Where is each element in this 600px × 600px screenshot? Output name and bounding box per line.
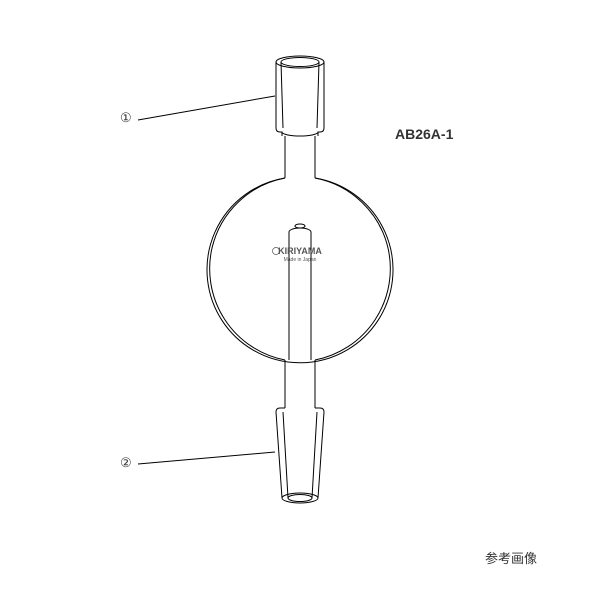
inner-tube-hole: [295, 224, 305, 228]
callout-2: ②: [120, 455, 132, 471]
callout-2-leader: [138, 452, 275, 464]
top-neck: [285, 136, 315, 178]
top-rim-inner: [281, 58, 319, 67]
bottom-rim-inner: [288, 495, 312, 502]
bottom-neck: [285, 360, 315, 408]
product-code: AB26A-1: [395, 126, 453, 142]
top-joint-inner: [281, 62, 319, 128]
glassware-diagram: KIRIYAMA Made in Japan: [0, 0, 600, 600]
bottom-joint-inner: [283, 412, 317, 498]
brand-name: KIRIYAMA: [278, 246, 322, 256]
brand-sub: Made in Japan: [284, 257, 317, 263]
callout-1: ①: [120, 110, 132, 126]
bulb-outline: [210, 178, 391, 360]
reference-image-label: 参考画像: [485, 548, 537, 567]
top-joint-ring: [282, 132, 318, 136]
callout-1-leader: [138, 96, 275, 120]
